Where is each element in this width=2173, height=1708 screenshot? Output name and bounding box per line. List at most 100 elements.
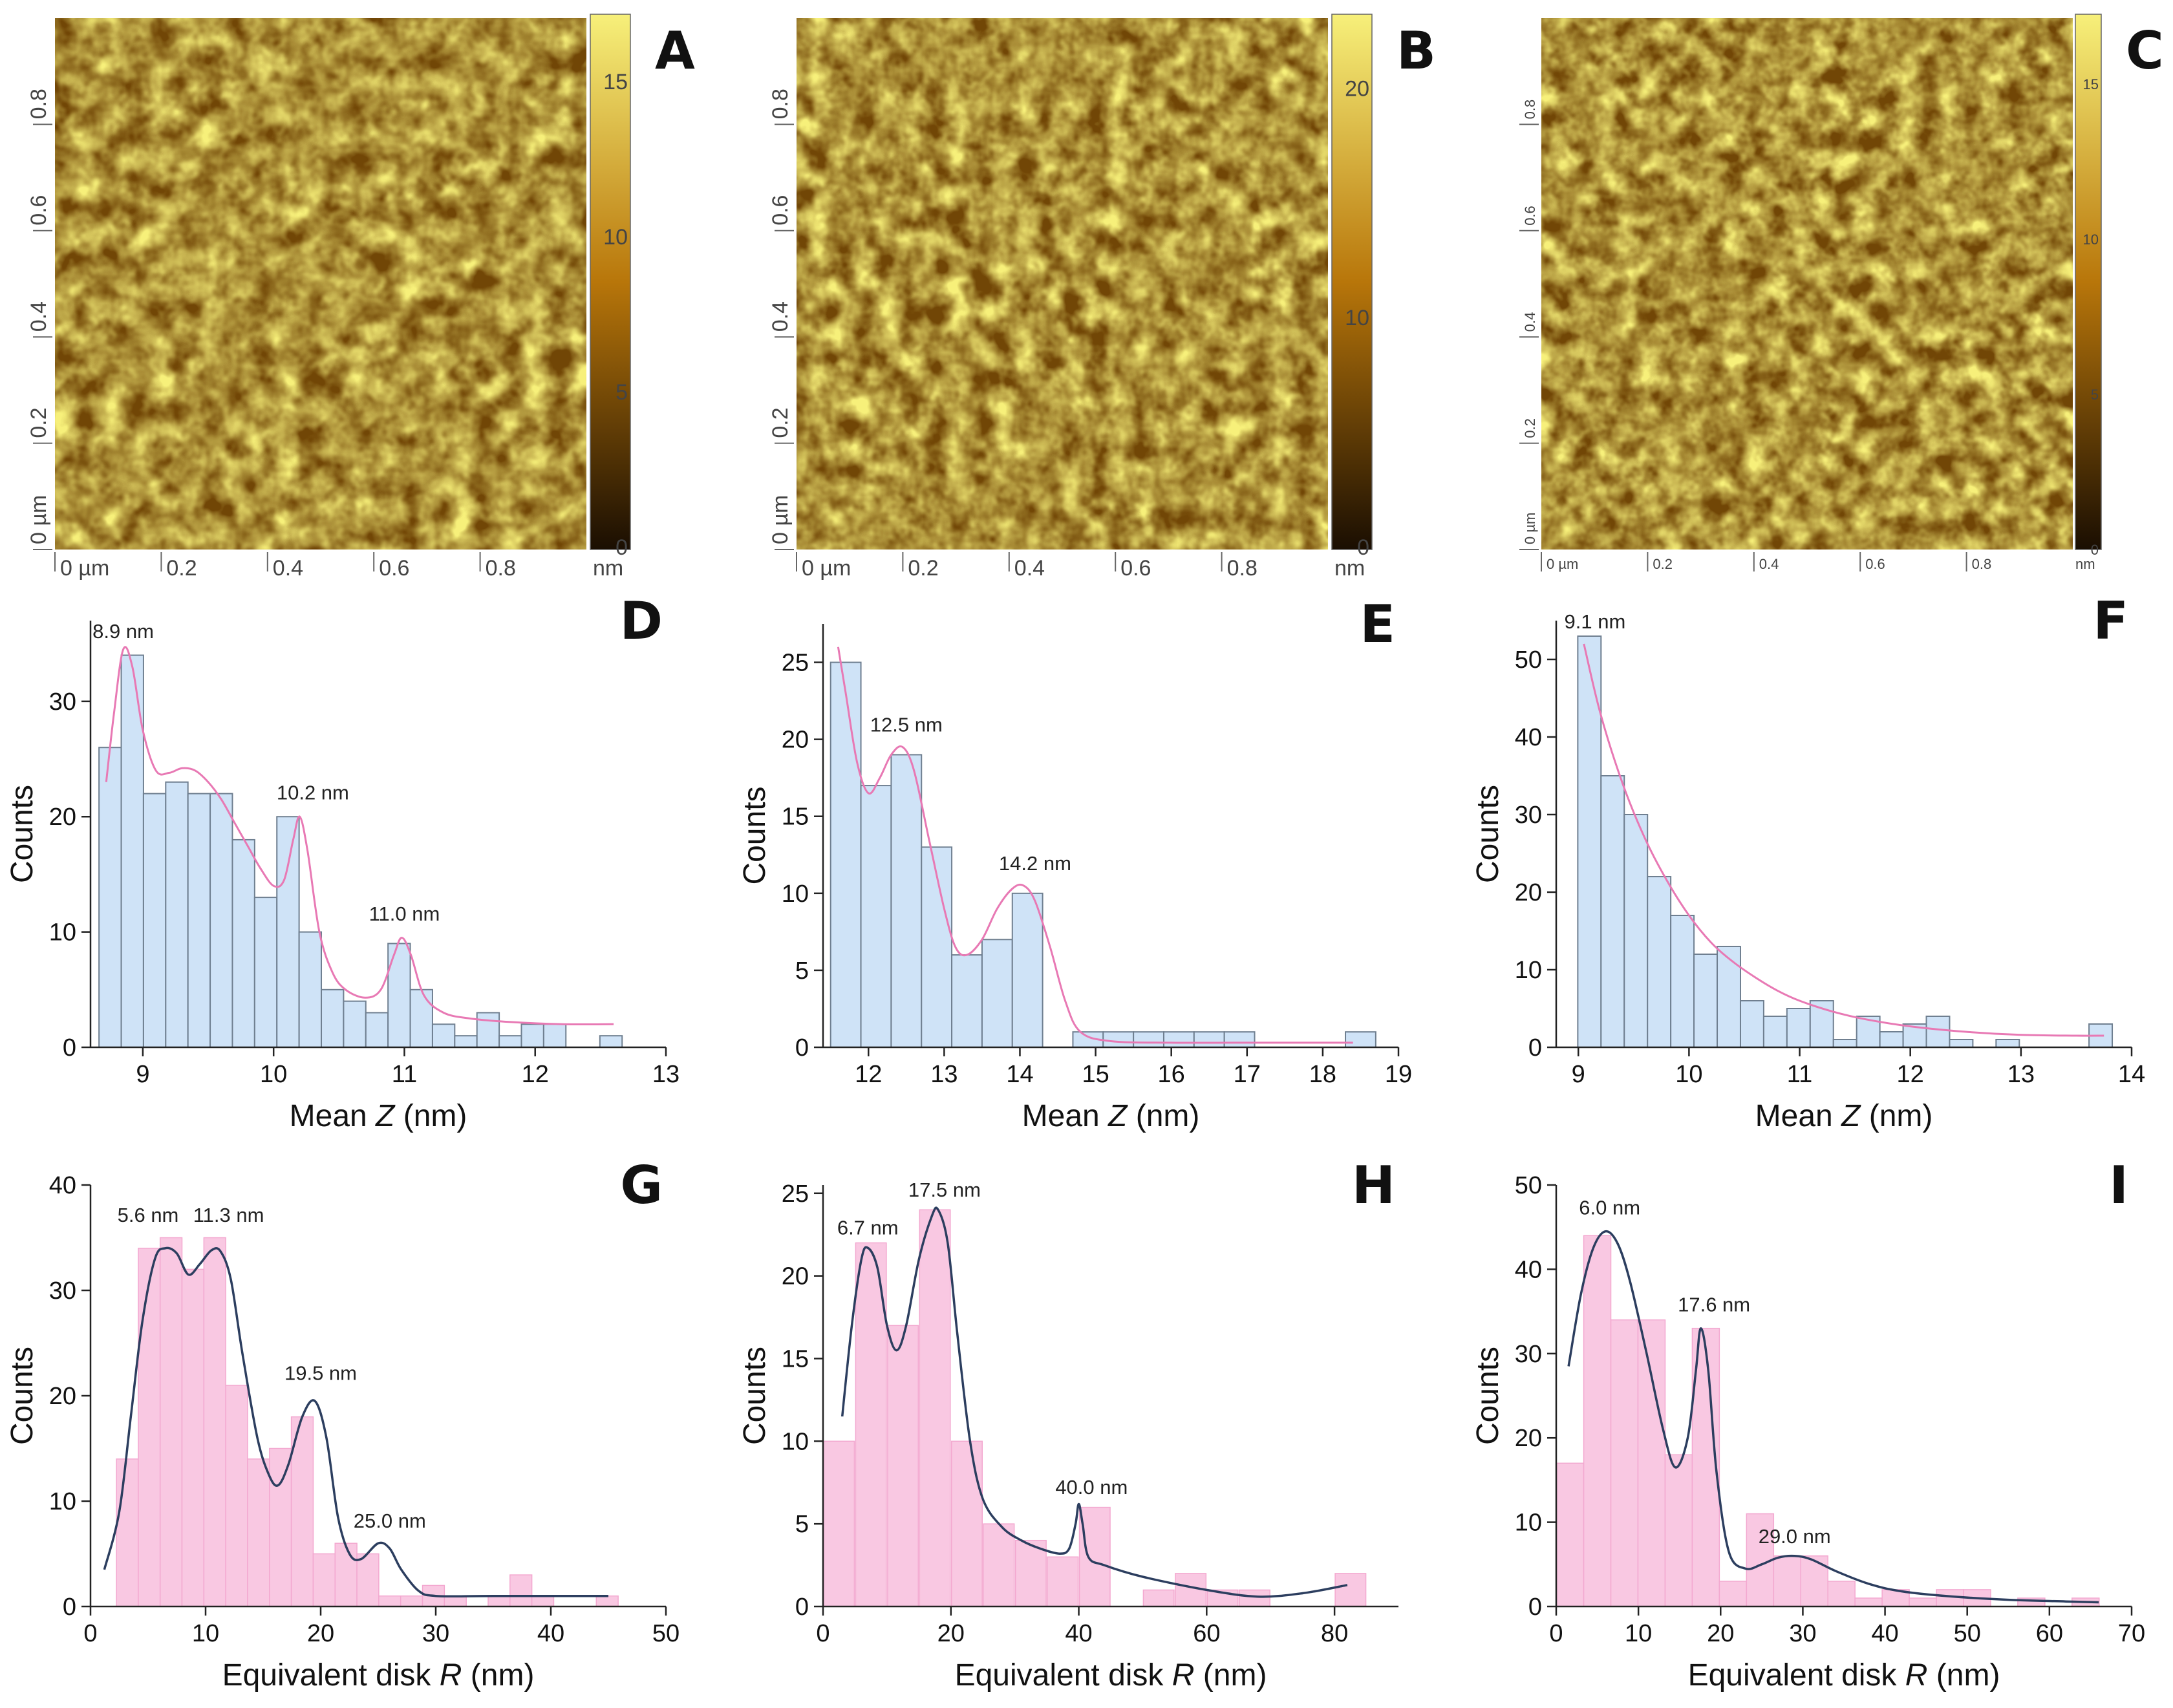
- afm-colorbar-tick: 10: [2083, 231, 2099, 248]
- y-tick-label: 30: [1515, 802, 1542, 829]
- x-tick-label: 30: [422, 1620, 449, 1647]
- histogram-bar: [1133, 1031, 1164, 1048]
- y-tick-label: 0: [63, 1594, 76, 1621]
- peak-annotation: 29.0 nm: [1759, 1525, 1831, 1548]
- histogram-bar: [247, 1458, 270, 1607]
- histogram-bar: [138, 1248, 161, 1607]
- histogram-bar: [509, 1574, 533, 1607]
- y-tick-label: 10: [49, 919, 76, 946]
- afm-panel-c: 0 µm 0.2 0.4 0.6 0.8 0 µm 0.2 0.4 0.6 0.8 0 5 10 15 nm…: [1519, 14, 2164, 572]
- fit-curve: [840, 1206, 1348, 1598]
- y-tick-label: 30: [1515, 1341, 1542, 1368]
- y-tick-label: 5: [795, 957, 809, 985]
- histogram-bar: [1670, 915, 1695, 1048]
- histogram-bar: [498, 1035, 522, 1048]
- x-axis-title-pre: Mean: [1755, 1099, 1841, 1133]
- x-axis-title-var: R: [1905, 1658, 1928, 1692]
- x-axis-title-post: (nm): [1860, 1099, 1932, 1133]
- x-axis-title-post: (nm): [394, 1099, 467, 1133]
- histogram-bar: [823, 1440, 855, 1607]
- histogram-bar: [860, 785, 892, 1049]
- histogram-bar: [1925, 1016, 1951, 1048]
- x-tick-label: 13: [652, 1061, 680, 1088]
- x-axis-title: Equivalent disk R (nm): [955, 1658, 1267, 1692]
- afm-colorbar-tick: 15: [2083, 76, 2099, 92]
- y-tick-label: 10: [782, 881, 809, 908]
- afm-x-tick-label: 0.2: [908, 556, 938, 581]
- x-tick-label: 12: [522, 1061, 549, 1088]
- panel-letter-e: E: [1360, 594, 1395, 654]
- fit-curve: [105, 646, 614, 1026]
- x-tick-label: 70: [2118, 1620, 2145, 1647]
- histogram-bar: [365, 1012, 389, 1048]
- histogram-bar: [253, 897, 278, 1049]
- afm-x-tick-label: 0.8: [1227, 556, 1258, 581]
- x-tick-label: 10: [1625, 1620, 1652, 1647]
- x-tick-label: 11: [392, 1061, 417, 1088]
- y-axis-title: Counts: [1471, 1347, 1505, 1445]
- histogram-bar: [334, 1543, 358, 1607]
- histogram-bar: [165, 781, 189, 1048]
- panel-letter-i: I: [2109, 1155, 2128, 1215]
- x-tick-label: 40: [1871, 1620, 1898, 1647]
- fit-curve: [1567, 1230, 2099, 1604]
- x-tick-label: 10: [260, 1061, 287, 1088]
- histogram-bar: [599, 1035, 623, 1048]
- afm-x-tick-label: 0.6: [1865, 556, 1885, 572]
- x-tick-label: 80: [1321, 1620, 1348, 1647]
- afm-colorbar-tick: 10: [1345, 306, 1369, 330]
- histogram-bar: [830, 661, 862, 1048]
- x-tick-label: 19: [1385, 1061, 1412, 1088]
- afm-y-tick-label: 0.2: [27, 407, 51, 438]
- afm-x-tick-label: 0.2: [1653, 556, 1673, 572]
- histogram-bar: [387, 943, 411, 1049]
- histogram-bar: [431, 1023, 456, 1049]
- afm-panel-b: 0 µm 0.2 0.4 0.6 0.8 0 µm 0.2 0.4 0.6 0.8 0 10 20 nm B: [768, 14, 1436, 581]
- histogram-panel-i: 0 10 20 30 40 50 60 70 0 10 20 30 40 50 Equivalent dis…: [1471, 1155, 2145, 1692]
- afm-x-tick-label: 0 µm: [60, 556, 109, 581]
- x-tick-label: 60: [1193, 1620, 1220, 1647]
- afm-y-tick-label: 0.4: [1522, 312, 1538, 332]
- x-tick-label: 0: [816, 1620, 830, 1647]
- histogram-bar: [1879, 1031, 1904, 1048]
- afm-colorbar-unit: nm: [593, 556, 623, 581]
- y-tick-label: 10: [782, 1428, 809, 1455]
- afm-colorbar-tick: 0: [1357, 535, 1369, 560]
- afm-y-tick-label: 0.6: [27, 195, 51, 226]
- x-axis-title: Mean Z (nm): [1755, 1099, 1933, 1133]
- histogram-bar: [1637, 1319, 1666, 1607]
- x-tick-label: 30: [1789, 1620, 1816, 1647]
- afm-y-tick-label: 0.4: [768, 301, 793, 332]
- x-tick-label: 40: [537, 1620, 564, 1647]
- histogram-panel-f: 9 10 11 12 13 14 0 10 20 30 40 50 Mean Z (nm) Counts 9…: [1471, 591, 2145, 1133]
- y-tick-label: 10: [1515, 1510, 1542, 1537]
- afm-colorbar-tick: 0: [2091, 542, 2099, 558]
- histogram-bar: [142, 793, 167, 1049]
- x-tick-label: 9: [1572, 1061, 1585, 1088]
- peak-annotation: 14.2 nm: [999, 852, 1071, 875]
- x-tick-label: 0: [1549, 1620, 1563, 1647]
- x-tick-label: 12: [1897, 1061, 1924, 1088]
- peak-annotation: 6.0 nm: [1579, 1197, 1640, 1219]
- histogram-bar: [116, 1458, 139, 1607]
- histogram-panel-d: 9 10 11 12 13 0 10 20 30 Mean Z (nm) Counts 8.9 nm 1…: [5, 591, 680, 1133]
- histogram-bar: [209, 793, 233, 1049]
- histogram-bar: [1995, 1039, 2020, 1048]
- x-axis-title-pre: Equivalent disk: [955, 1658, 1172, 1692]
- peak-annotation: 12.5 nm: [870, 714, 943, 736]
- histogram-bar: [1193, 1031, 1225, 1048]
- panel-letter-b: B: [1397, 21, 1436, 81]
- histogram-bar: [890, 754, 923, 1049]
- x-tick-label: 50: [1954, 1620, 1981, 1647]
- x-tick-label: 20: [1707, 1620, 1734, 1647]
- y-tick-label: 15: [782, 1345, 809, 1372]
- histogram-bar: [1556, 1462, 1585, 1607]
- histogram-bar: [159, 1237, 183, 1607]
- x-axis-title-var: Z: [375, 1099, 396, 1133]
- x-tick-label: 13: [930, 1061, 958, 1088]
- peak-annotation: 19.5 nm: [284, 1362, 357, 1385]
- histogram-bar: [542, 1023, 567, 1049]
- x-axis-title-pre: Mean: [290, 1099, 376, 1133]
- histogram-bar: [1786, 1008, 1811, 1048]
